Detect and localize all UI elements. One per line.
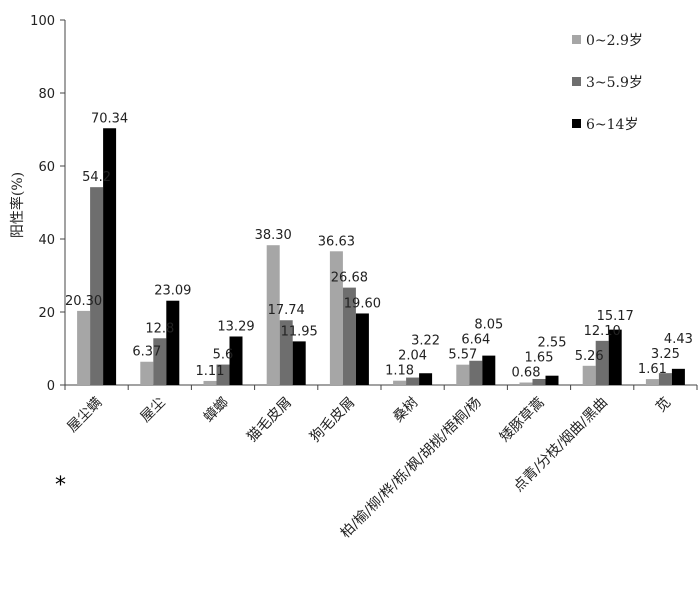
data-label: 54.2 [82, 170, 111, 185]
bar-0~2.9岁 [203, 380, 217, 385]
bar-6~14岁 [229, 336, 243, 385]
data-label: 1.18 [385, 364, 414, 379]
data-label: 0.68 [512, 366, 541, 381]
bar-0~2.9岁 [519, 382, 533, 385]
data-label: 1.65 [525, 351, 554, 366]
data-label: 11.95 [281, 324, 318, 339]
data-label: 5.57 [448, 348, 477, 363]
data-label: 15.17 [597, 309, 634, 324]
legend-swatch [572, 119, 581, 128]
y-tick-label: 0 [47, 379, 55, 394]
bar-0~2.9岁 [582, 365, 596, 385]
category-label: 屋尘 [138, 395, 169, 426]
bar-0~2.9岁 [266, 245, 280, 385]
legend-label: 3~5.9岁 [586, 75, 643, 91]
legend-label: 6~14岁 [586, 117, 638, 133]
bar-6~14岁 [608, 329, 622, 385]
bar-3~5.9岁 [90, 187, 104, 385]
data-label: 6.64 [461, 333, 490, 348]
bar-6~14岁 [671, 368, 685, 385]
y-tick-label: 60 [38, 160, 55, 175]
data-label: 12.10 [584, 324, 621, 339]
data-label: 38.30 [255, 228, 292, 243]
bar-6~14岁 [482, 355, 496, 385]
category-label: 屋尘螨 [64, 395, 105, 436]
legend-swatch [572, 77, 581, 86]
bar-3~5.9岁 [279, 320, 293, 385]
category-label: 狗毛皮屑 [307, 395, 358, 446]
bar-3~5.9岁 [342, 287, 356, 385]
y-tick-label: 20 [38, 306, 55, 321]
bar-3~5.9岁 [216, 364, 230, 385]
bar-6~14岁 [545, 375, 559, 385]
category-label: 蟑螂 [201, 395, 232, 426]
y-tick-label: 80 [38, 87, 55, 102]
data-label: 19.60 [344, 296, 381, 311]
data-label: 1.11 [196, 364, 225, 379]
y-axis-label: 阳性率(%) [9, 172, 26, 238]
data-label: 4.43 [664, 332, 693, 347]
data-label: 36.63 [318, 234, 355, 249]
bar-0~2.9岁 [645, 379, 659, 385]
data-label: 3.22 [411, 334, 440, 349]
y-tick-label: 40 [38, 233, 55, 248]
bar-0~2.9岁 [456, 364, 470, 385]
bar-0~2.9岁 [393, 380, 407, 385]
data-label: 6.37 [132, 345, 161, 360]
bar-3~5.9岁 [532, 378, 546, 385]
y-tick-label: 100 [30, 14, 55, 29]
bar-6~14岁 [166, 300, 180, 385]
bar-6~14岁 [292, 341, 306, 385]
asterisk-annotation: * [55, 473, 66, 498]
data-label: 2.04 [398, 349, 427, 364]
data-label: 5.26 [575, 349, 604, 364]
bar-3~5.9岁 [406, 377, 420, 385]
bar-3~5.9岁 [595, 340, 609, 385]
bar-3~5.9岁 [153, 338, 167, 385]
bar-3~5.9岁 [658, 373, 672, 385]
category-label: 猫毛皮屑 [244, 395, 295, 446]
category-label: 矮豚草蒿 [497, 395, 548, 446]
bar-0~2.9岁 [140, 361, 154, 385]
data-label: 3.25 [651, 347, 680, 362]
bar-0~2.9岁 [329, 251, 343, 385]
bar-6~14岁 [419, 373, 433, 385]
data-label: 5.6 [213, 348, 234, 363]
data-label: 70.34 [91, 111, 128, 126]
bar-6~14岁 [103, 128, 117, 385]
data-label: 20.30 [65, 294, 102, 309]
category-label: 桑树 [390, 395, 421, 426]
legend-label: 0~2.9岁 [586, 33, 643, 49]
bar-6~14岁 [355, 313, 369, 385]
category-label: 苋 [653, 395, 674, 416]
bar-0~2.9岁 [77, 310, 91, 385]
data-label: 17.74 [268, 303, 305, 318]
data-label: 8.05 [474, 318, 503, 333]
bar-3~5.9岁 [469, 360, 483, 385]
data-label: 1.61 [638, 362, 667, 377]
legend-swatch [572, 35, 581, 44]
data-label: 23.09 [154, 284, 191, 299]
data-label: 2.55 [538, 336, 567, 351]
data-label: 13.29 [217, 319, 254, 334]
data-label: 26.68 [331, 271, 368, 286]
data-label: 12.8 [145, 321, 174, 336]
